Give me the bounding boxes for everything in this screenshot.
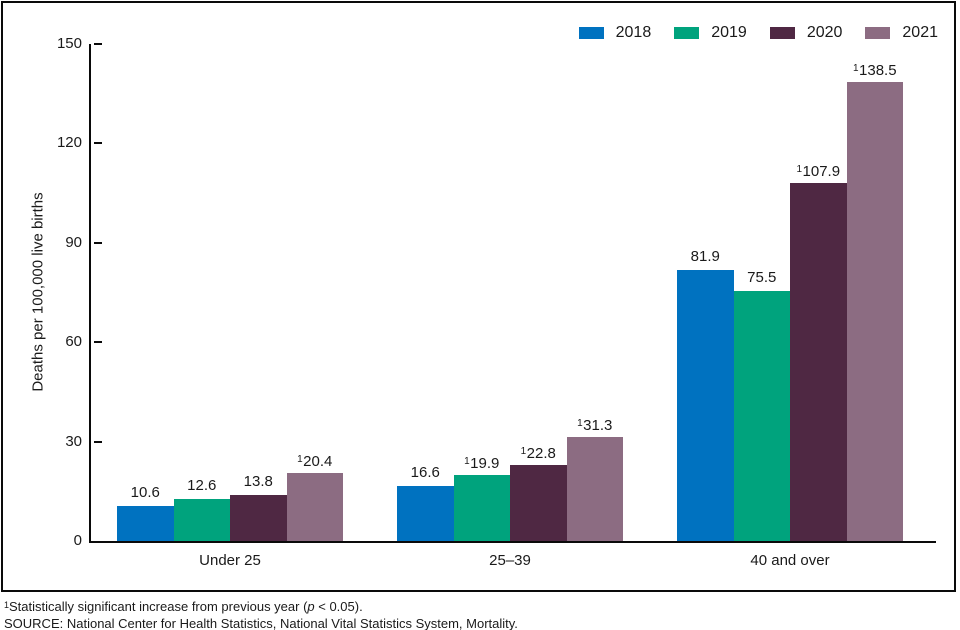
bar <box>846 82 903 541</box>
legend-item: 2021 <box>865 25 938 41</box>
bar <box>733 290 790 541</box>
y-tick-mark <box>94 142 102 145</box>
legend-swatch <box>674 27 700 39</box>
bar <box>397 485 454 541</box>
bar-value-label: 10.6 <box>130 483 160 501</box>
bar <box>510 465 567 541</box>
bar-value-label: 1138.5 <box>852 62 897 80</box>
legend-item: 2018 <box>578 24 652 41</box>
bar-value-label: 1107.9 <box>796 163 841 181</box>
legend: 2018 2019 2020 2021 <box>578 24 938 41</box>
bar <box>566 437 623 541</box>
bar <box>173 499 230 541</box>
x-axis-line <box>89 541 936 543</box>
y-tick-label: 120 <box>56 134 82 152</box>
legend-label: 2019 <box>711 24 747 41</box>
y-tick-mark <box>94 241 102 244</box>
significance-marker: 1 <box>577 418 584 430</box>
legend-swatch <box>865 27 891 39</box>
bar-value-label: 16.6 <box>410 463 440 481</box>
bar <box>286 473 343 541</box>
bar-value-label: 12.6 <box>187 477 217 495</box>
bar-value-label: 13.8 <box>243 473 273 491</box>
y-tick-label: 0 <box>73 532 82 549</box>
legend-label: 2018 <box>615 24 652 41</box>
category-label: Under 25 <box>199 552 261 569</box>
legend-item: 2020 <box>769 24 843 41</box>
bar-value-label: 120.4 <box>297 453 333 471</box>
category-label: 40 and over <box>750 552 830 569</box>
y-tick-label: 60 <box>65 333 82 351</box>
significance-marker: 1 <box>464 456 471 468</box>
bar <box>230 495 287 541</box>
bar <box>790 183 847 541</box>
legend-label: 2021 <box>902 24 938 41</box>
legend-swatch <box>578 27 604 39</box>
y-axis-line <box>89 44 91 543</box>
chart-border-box: 2018 2019 2020 2021 Deaths per 100,000 live… <box>1 1 956 592</box>
significance-marker: 1 <box>796 164 803 176</box>
bar <box>117 505 174 541</box>
bar-value-label: 75.5 <box>747 268 777 286</box>
y-tick-label: 30 <box>65 432 82 450</box>
y-tick-mark <box>94 440 102 443</box>
bar <box>453 475 510 541</box>
legend-swatch <box>769 27 795 39</box>
footnote-significance: 1Statistically significant increase from… <box>4 599 363 614</box>
significance-marker: 1 <box>297 454 304 466</box>
y-tick-label: 90 <box>65 233 82 251</box>
legend-item: 2019 <box>674 25 747 41</box>
significance-marker: 1 <box>520 446 527 458</box>
footnote-superscript: 1 <box>4 600 10 610</box>
legend-label: 2020 <box>806 24 843 41</box>
footnote-source: SOURCE: National Center for Health Stati… <box>4 616 518 630</box>
bar-value-label: 119.9 <box>464 455 500 473</box>
footnotes: 1Statistically significant increase from… <box>4 597 518 630</box>
bar <box>677 269 734 541</box>
y-tick-mark <box>94 341 102 344</box>
y-axis-title: Deaths per 100,000 live births <box>29 192 47 392</box>
bar-value-label: 131.3 <box>577 417 613 435</box>
bar-value-label: 122.8 <box>520 445 556 463</box>
bar-value-label: 81.9 <box>690 247 720 265</box>
y-tick-label: 150 <box>56 35 82 52</box>
y-tick-mark <box>94 43 102 45</box>
category-label: 25–39 <box>489 552 531 569</box>
significance-marker: 1 <box>852 63 860 75</box>
